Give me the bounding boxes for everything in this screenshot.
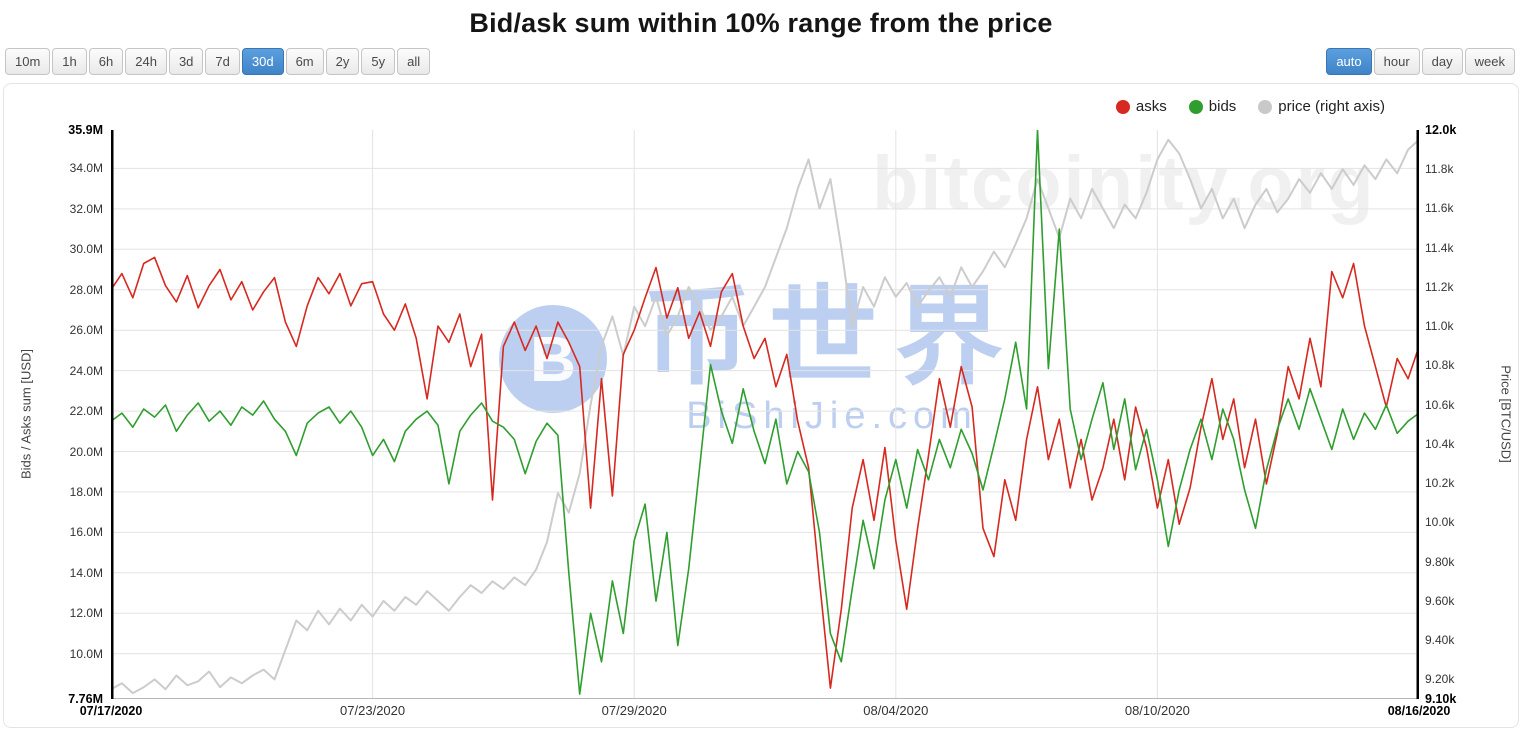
y-right-tick: 9.40k	[1425, 633, 1455, 648]
y-left-tick: 22.0M	[69, 404, 103, 419]
legend-label: asks	[1135, 98, 1167, 115]
y-left-tick: 28.0M	[69, 282, 103, 297]
bids-legend-dot-icon	[1188, 99, 1203, 114]
y-right-tick: 9.20k	[1425, 672, 1455, 687]
resolution-button-hour[interactable]: hour	[1373, 48, 1420, 75]
left-axis-line	[111, 130, 114, 699]
watermark-cn-text: 币世界	[643, 276, 1022, 397]
y-right-tick: 9.10k	[1425, 692, 1457, 706]
y-right-tick: 10.8k	[1425, 358, 1455, 373]
y-left-tick: 24.0M	[69, 363, 103, 378]
y-right-tick: 9.60k	[1425, 593, 1455, 608]
y-left-tick: 30.0M	[69, 242, 103, 257]
legend-item-asks[interactable]: asks	[1115, 98, 1167, 115]
y-left-tick: 16.0M	[69, 525, 103, 540]
y-right-tick: 9.80k	[1425, 554, 1455, 569]
price-legend-dot-icon	[1258, 99, 1273, 114]
x-tick: 07/29/2020	[601, 703, 667, 718]
y-left-tick: 18.0M	[69, 484, 103, 499]
range-button-30d[interactable]: 30d	[241, 48, 284, 75]
watermark-cn-column: 币世界 BiShiJie.com	[643, 280, 1021, 438]
right-axis-title: Price [BTC/USD]	[1498, 365, 1514, 463]
y-right-tick: 11.6k	[1425, 201, 1454, 216]
range-button-5y[interactable]: 5y	[361, 48, 396, 75]
legend-item-bids[interactable]: bids	[1188, 98, 1237, 115]
y-left-tick: 26.0M	[69, 323, 103, 338]
range-button-all[interactable]: all	[397, 48, 431, 75]
y-left-tick: 7.76M	[68, 692, 103, 706]
legend-label: price (right axis)	[1278, 98, 1385, 115]
x-tick: 08/10/2020	[1124, 703, 1190, 718]
y-right-tick: 12.0k	[1425, 123, 1457, 137]
y-right-tick: 10.2k	[1425, 476, 1455, 491]
time-range-buttons: 10m 1h 6h 24h 3d 7d 30d 6m 2y 5y all	[5, 48, 432, 75]
y-right-tick: 11.8k	[1425, 162, 1454, 177]
range-button-1h[interactable]: 1h	[52, 48, 87, 75]
y-right-tick: 10.6k	[1425, 397, 1455, 412]
bishijie-logo-letter: B	[529, 323, 577, 396]
x-tick: 08/04/2020	[863, 703, 929, 718]
resolution-button-week[interactable]: week	[1464, 48, 1515, 75]
bids-line	[111, 130, 1419, 695]
resolution-button-auto[interactable]: auto	[1326, 48, 1372, 75]
x-tick: 07/17/2020	[79, 704, 143, 718]
y-left-tick: 34.0M	[69, 161, 103, 176]
legend-label: bids	[1208, 98, 1237, 115]
bishijie-logo-icon: B	[499, 305, 607, 414]
legend: asks bids price (right axis)	[1115, 98, 1385, 115]
chart-plot[interactable]	[111, 130, 1419, 699]
range-button-2y[interactable]: 2y	[325, 48, 360, 75]
y-left-tick: 32.0M	[69, 201, 103, 216]
y-right-tick: 10.0k	[1425, 515, 1455, 530]
y-right-tick: 10.4k	[1425, 436, 1455, 451]
asks-line	[111, 256, 1419, 689]
x-tick: 08/16/2020	[1387, 704, 1451, 718]
y-left-tick: 12.0M	[69, 606, 103, 621]
resolution-button-day[interactable]: day	[1421, 48, 1463, 75]
y-left-tick: 14.0M	[69, 565, 103, 580]
range-button-24h[interactable]: 24h	[125, 48, 167, 75]
y-right-tick: 11.0k	[1425, 319, 1454, 334]
right-axis-line	[1416, 130, 1419, 699]
legend-item-price[interactable]: price (right axis)	[1258, 98, 1385, 115]
resolution-buttons: auto hour day week	[1326, 48, 1517, 75]
y-left-tick: 35.9M	[68, 123, 103, 137]
toolbar: 10m 1h 6h 24h 3d 7d 30d 6m 2y 5y all auto hour day we…	[0, 39, 1522, 75]
y-right-tick: 11.2k	[1425, 279, 1454, 294]
y-left-tick: 10.0M	[69, 646, 103, 661]
x-tick: 07/23/2020	[340, 703, 406, 718]
y-left-tick: 20.0M	[69, 444, 103, 459]
y-right-tick: 11.4k	[1425, 240, 1454, 255]
page-title: Bid/ask sum within 10% range from the pr…	[469, 8, 1053, 38]
asks-legend-dot-icon	[1115, 99, 1130, 114]
watermark-bitcoinity-text: bitcoinity.org	[872, 141, 1376, 226]
range-button-3d[interactable]: 3d	[168, 48, 204, 75]
range-button-6m[interactable]: 6m	[285, 48, 324, 75]
range-button-6h[interactable]: 6h	[88, 48, 124, 75]
watermark-cn-subtext: BiShiJie.com	[686, 395, 978, 438]
chart-panel: bitcoinity.org B 币世界 BiShiJie.com asks bi…	[3, 83, 1519, 728]
range-button-10m[interactable]: 10m	[5, 48, 51, 75]
range-button-7d[interactable]: 7d	[205, 48, 240, 75]
watermark-bishijie: B 币世界 BiShiJie.com	[499, 280, 1021, 438]
price-line	[111, 138, 1419, 695]
